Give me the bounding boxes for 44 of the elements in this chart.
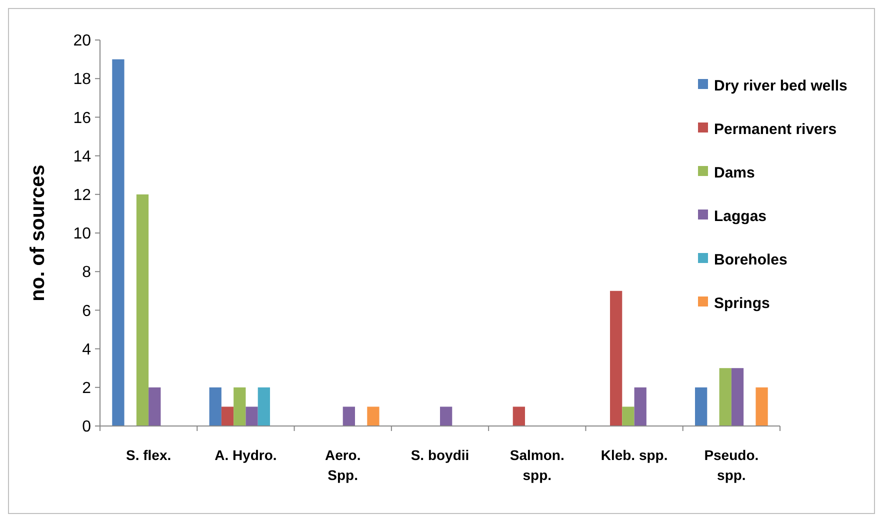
legend-label: Springs (714, 294, 770, 312)
x-tick-label: Pseudo. spp. (704, 447, 759, 483)
y-tick-label: 14 (73, 148, 92, 166)
y-tick-label: 10 (73, 226, 92, 243)
x-tick-label: Salmon. spp. (510, 447, 564, 483)
y-tick-label: 0 (82, 418, 92, 436)
bar (622, 406, 634, 426)
x-tick-label: S. flex. (126, 447, 172, 463)
x-tick-label: A. Hydro. (214, 447, 277, 463)
bar (234, 387, 246, 426)
bar (148, 387, 161, 426)
y-axis-title: no. of sources (27, 164, 49, 302)
bar (756, 387, 768, 426)
y-tick-label: 20 (73, 32, 92, 50)
bar (731, 368, 744, 426)
bar (342, 406, 355, 426)
bar (512, 406, 525, 426)
y-tick-label: 6 (82, 302, 92, 320)
y-tick-label: 2 (82, 380, 92, 397)
legend-label: Dry river bed wells (714, 77, 848, 94)
x-tick-label: Kleb. spp. (600, 447, 668, 463)
bar (246, 406, 258, 426)
y-tick-label: 16 (73, 110, 92, 127)
y-tick-label: 12 (73, 187, 92, 204)
bar (634, 387, 646, 426)
bar (440, 406, 452, 426)
bar (258, 387, 270, 426)
x-tick-label: S. boydii (410, 447, 470, 463)
bar (209, 387, 222, 426)
bar (610, 290, 622, 426)
legend-label: Laggas (714, 208, 767, 225)
bar (695, 387, 708, 426)
x-tick-label: Aero. Spp. (324, 447, 361, 483)
bar (221, 406, 234, 426)
bar (136, 194, 149, 426)
legend-label: Permanent rivers (714, 120, 837, 138)
bar (112, 59, 124, 426)
y-tick-label: 8 (82, 264, 92, 282)
y-tick-label: 18 (73, 71, 92, 88)
bar (367, 406, 380, 426)
y-tick-label: 4 (82, 341, 92, 358)
legend-label: Boreholes (714, 251, 788, 268)
legend-label: Dams (714, 164, 755, 182)
bar (719, 368, 732, 426)
